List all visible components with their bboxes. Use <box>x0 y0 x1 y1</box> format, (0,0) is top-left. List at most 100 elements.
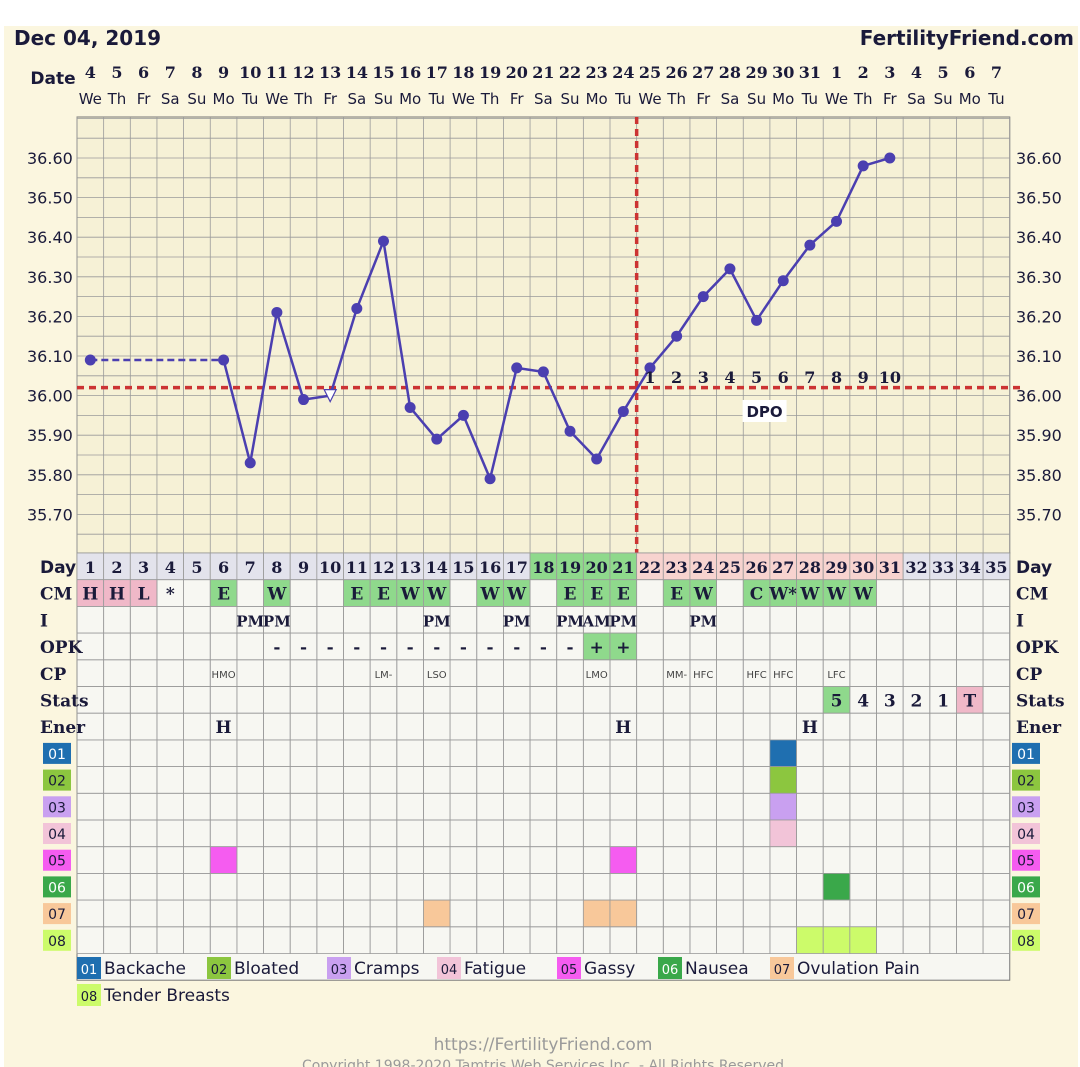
table-cell-value: H <box>615 718 631 738</box>
table-cell-value: PM <box>263 612 291 630</box>
row-label-right: CM <box>1016 585 1049 605</box>
footer-copyright: Copyright 1998-2020 Tamtris Web Services… <box>302 1058 784 1067</box>
cycle-day-number: 30 <box>852 558 874 577</box>
table-cell-value: - <box>327 638 334 658</box>
legend-name: Ovulation Pain <box>797 959 920 979</box>
table-cell-value: PM <box>423 612 451 630</box>
dpo-number: 7 <box>804 368 815 387</box>
table-cell-value: + <box>616 638 630 658</box>
table-cell <box>582 579 611 607</box>
cycle-day-number: 20 <box>586 558 608 577</box>
legend-name: Bloated <box>234 959 299 979</box>
symptom-code-right: 05 <box>1017 854 1035 870</box>
table-cell-value: - <box>513 638 520 658</box>
weekday-tick-label: We <box>825 90 848 108</box>
table-cell-value: E <box>377 585 390 605</box>
temperature-point <box>404 401 416 413</box>
weekday-tick-label: Th <box>480 90 500 108</box>
table-cell <box>343 579 371 607</box>
symptom-code-left: 07 <box>48 907 66 923</box>
temperature-tick-labels: 36.60 36.60 36.50 36.50 36.40 36.40 36.30 36.30… <box>27 149 1062 524</box>
temperature-point <box>751 314 763 326</box>
y-tick-label-right: 35.70 <box>1016 505 1062 524</box>
table-cell-value: PM <box>236 612 264 630</box>
table-cell-value: * <box>166 585 175 605</box>
table-cell <box>982 926 1011 954</box>
cycle-day-number: 16 <box>479 558 501 577</box>
date-tick-label: 24 <box>612 63 634 82</box>
table-cell <box>822 579 851 607</box>
table-cell-value: PM <box>503 612 531 630</box>
y-tick-label-left: 35.80 <box>27 466 73 485</box>
date-tick-labels: 4We5Th6Fr7Sa8Su9Mo10Tu11We12Th13Fr14Sa15… <box>79 63 1005 108</box>
table-cell-value: - <box>273 638 280 658</box>
row-label-left: Ener <box>40 718 86 738</box>
table-cell-value: E <box>564 585 577 605</box>
cycle-day-number: 25 <box>719 558 741 577</box>
temperature-point <box>484 473 496 485</box>
cycle-day-cell <box>556 552 584 581</box>
cycle-day-number: 23 <box>665 558 687 577</box>
weekday-tick-label: We <box>265 90 288 108</box>
dpo-number: 5 <box>751 368 762 387</box>
date-tick-label: 5 <box>111 63 122 82</box>
cycle-day-number: 5 <box>191 558 202 577</box>
cycle-day-cell <box>369 552 398 581</box>
temperature-series <box>84 152 896 485</box>
table-cell-value: - <box>353 638 360 658</box>
legend-name: Nausea <box>685 959 749 979</box>
cycle-day-cell <box>849 552 877 581</box>
symptom-code-left: 03 <box>48 800 66 816</box>
legend-code: 03 <box>331 963 348 978</box>
weekday-tick-label: Sa <box>907 90 926 108</box>
date-tick-label: 17 <box>426 63 448 82</box>
plot-background <box>76 116 1011 554</box>
cycle-day-cell <box>476 552 504 581</box>
date-tick-label: 2 <box>858 63 869 82</box>
table-cell-value: W <box>799 585 820 605</box>
dpo-number: 4 <box>724 368 735 387</box>
cycle-day-cell <box>662 552 691 581</box>
table-cell-value: - <box>300 638 307 658</box>
table-cell-value: HFC <box>746 670 766 681</box>
weekday-tick-label: Th <box>666 90 686 108</box>
y-tick-label-left: 35.90 <box>27 426 73 445</box>
table-cell-value: - <box>433 638 440 658</box>
weekday-tick-label: Tu <box>241 90 258 108</box>
symptom-code-badge-right <box>1012 796 1040 818</box>
y-tick-label-right: 36.30 <box>1016 268 1062 287</box>
legend-code: 06 <box>662 963 679 978</box>
temperature-point <box>831 215 843 227</box>
temperature-point <box>724 263 736 275</box>
symptom-code-badge-right <box>1012 823 1040 844</box>
weekday-tick-label: Fr <box>323 90 338 108</box>
cycle-day-cell <box>742 552 771 581</box>
row-label-right: I <box>1016 611 1024 631</box>
legend-swatch <box>557 957 581 979</box>
temperature-point <box>351 302 363 314</box>
chart-date: Dec 04, 2019 <box>14 26 161 50</box>
cycle-day-number: 2 <box>111 558 122 577</box>
date-tick-label: 27 <box>692 63 714 82</box>
legend-code: 05 <box>561 963 578 978</box>
date-tick-label: 11 <box>266 63 288 82</box>
footer-url[interactable]: https://FertilityFriend.com <box>434 1035 653 1055</box>
legend-swatch <box>207 957 231 979</box>
cycle-day-cell <box>289 552 318 581</box>
row-label-right: Stats <box>1016 692 1065 712</box>
symptom-legend: 01 Backache 02 Bloated 03 Cramps 04 Fatigue 05 Ga… <box>77 957 920 1006</box>
table-cell-value: - <box>566 638 573 658</box>
table-cell <box>609 632 638 661</box>
symptom-code-left: 06 <box>48 880 66 896</box>
cycle-day-number: 9 <box>298 558 309 577</box>
weekday-tick-label: Th <box>293 90 313 108</box>
weekday-tick-label: Sa <box>721 90 740 108</box>
symptom-code-right: 06 <box>1017 880 1035 896</box>
date-tick-label: 14 <box>346 63 368 82</box>
y-tick-label-right: 36.20 <box>1016 307 1062 326</box>
symptom-mark <box>609 846 638 874</box>
temperature-point <box>377 235 389 247</box>
weekday-tick-label: Mo <box>213 90 235 108</box>
temperature-point <box>457 409 469 421</box>
